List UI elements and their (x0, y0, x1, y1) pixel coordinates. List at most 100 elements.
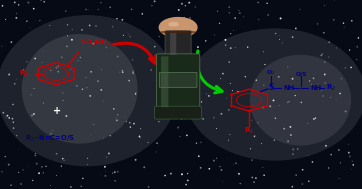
Point (348, 168, 354, 171)
Point (8, 41, 14, 44)
FancyBboxPatch shape (156, 54, 200, 110)
Point (130, 72, 136, 75)
Point (84, 86, 90, 89)
Point (162, 174, 168, 177)
Point (331, 18, 337, 21)
Point (182, 89, 188, 92)
Point (137, 136, 143, 139)
Point (223, 43, 228, 46)
Point (251, 180, 257, 184)
Point (146, 185, 151, 188)
Point (177, 135, 183, 138)
Text: O$_2$: O$_2$ (266, 68, 275, 77)
Point (298, 101, 304, 104)
Point (261, 174, 267, 177)
Point (337, 161, 343, 164)
Point (253, 177, 259, 180)
Point (341, 22, 346, 25)
Point (0, 4, 5, 7)
Point (333, 98, 339, 101)
Point (287, 125, 293, 128)
Point (60, 99, 66, 102)
Point (152, 0, 157, 3)
Point (8, 184, 14, 187)
Point (156, 120, 162, 123)
Point (305, 154, 311, 157)
Point (217, 165, 223, 168)
Point (261, 50, 266, 53)
Point (214, 127, 219, 130)
Point (265, 13, 271, 16)
Point (286, 100, 292, 103)
Point (310, 160, 315, 163)
Point (138, 127, 144, 130)
Point (9, 117, 15, 120)
Point (192, 5, 198, 9)
FancyBboxPatch shape (155, 106, 202, 119)
Point (152, 61, 158, 64)
Point (43, 165, 49, 168)
Point (48, 69, 54, 72)
Point (187, 16, 193, 19)
Point (228, 47, 233, 50)
Ellipse shape (159, 30, 197, 34)
FancyBboxPatch shape (170, 33, 176, 55)
Point (28, 26, 33, 29)
Point (139, 12, 145, 15)
Point (0, 45, 5, 48)
Point (18, 182, 24, 185)
Point (235, 90, 241, 93)
Point (142, 166, 147, 169)
Point (341, 26, 347, 29)
Ellipse shape (250, 55, 351, 146)
Point (306, 180, 312, 183)
Point (110, 25, 116, 28)
Point (312, 117, 318, 120)
Point (226, 6, 232, 9)
Point (328, 96, 333, 99)
Text: O/S: O/S (295, 71, 307, 76)
Point (350, 163, 356, 166)
Point (55, 70, 61, 73)
Point (237, 12, 243, 15)
Point (276, 34, 282, 37)
Point (195, 46, 201, 49)
Point (3, 18, 8, 21)
Point (232, 17, 238, 20)
Point (127, 126, 133, 129)
Point (309, 83, 315, 86)
Point (32, 57, 38, 60)
Point (334, 46, 340, 50)
Point (175, 126, 181, 129)
Point (29, 114, 35, 117)
Point (103, 170, 109, 173)
Point (176, 9, 182, 12)
Point (311, 77, 316, 80)
Point (227, 11, 232, 14)
Point (196, 54, 202, 57)
Point (130, 58, 135, 61)
Point (54, 152, 59, 155)
Point (281, 127, 287, 130)
Point (276, 75, 282, 78)
Point (85, 157, 90, 160)
Text: +: + (53, 106, 61, 115)
Point (129, 8, 135, 11)
Point (6, 163, 12, 166)
Point (272, 139, 277, 142)
Point (54, 174, 59, 177)
Point (98, 1, 104, 4)
Point (33, 154, 38, 157)
Point (176, 109, 182, 112)
Point (231, 163, 236, 166)
Point (154, 142, 160, 145)
Point (321, 4, 327, 7)
Point (12, 82, 18, 85)
Point (328, 153, 334, 156)
Point (211, 116, 217, 119)
Point (119, 69, 125, 72)
Point (211, 34, 217, 37)
Point (10, 121, 16, 124)
Point (215, 10, 220, 13)
Point (115, 55, 121, 58)
